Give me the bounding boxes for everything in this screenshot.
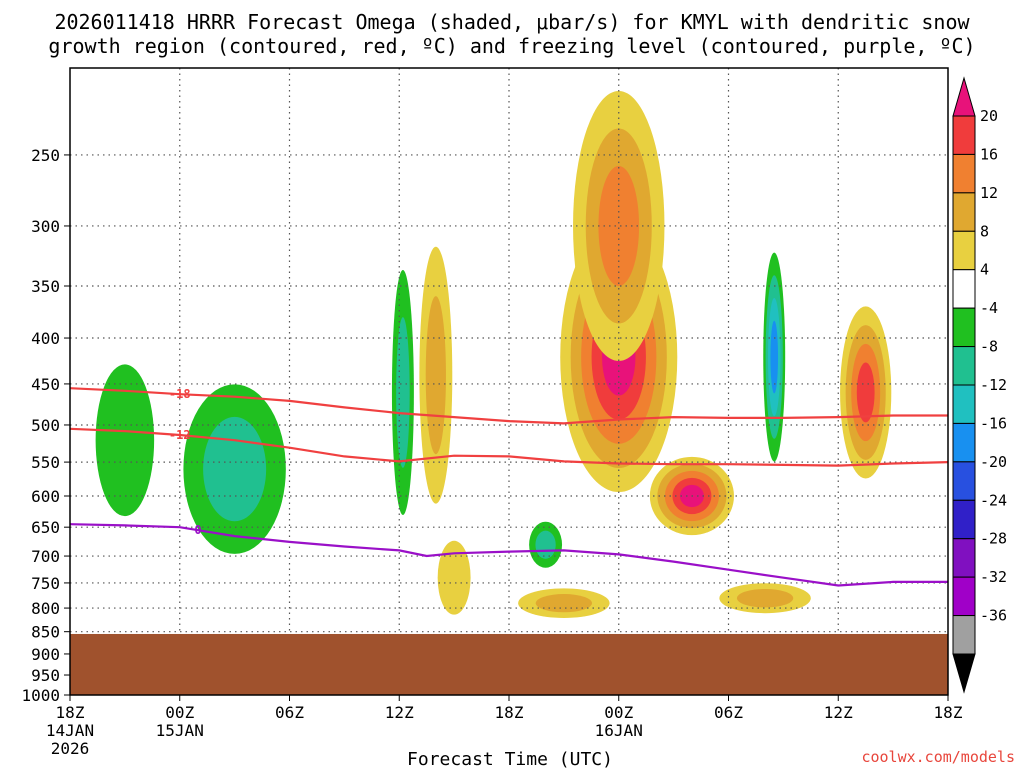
- x-tick-label: 06Z: [275, 703, 304, 722]
- colorbar-label: -16: [980, 414, 1007, 432]
- x-tick-year: 2026: [51, 739, 90, 758]
- x-tick-label: 00Z: [165, 703, 194, 722]
- grid-lines: [69, 68, 948, 695]
- omega-shading: [95, 90, 892, 618]
- y-tick-label: 500: [31, 416, 60, 435]
- colorbar-label: 20: [980, 107, 998, 125]
- x-tick-label: 12Z: [385, 703, 414, 722]
- y-tick-label: 900: [31, 645, 60, 664]
- colorbar-segment: [952, 422, 976, 463]
- colorbar: 20 16 12 8 4 -4 -8 -12 -16 -20 -24 -28 -32 -36: [952, 76, 1007, 694]
- y-tick-label: 250: [31, 146, 60, 165]
- y-tick-label: 550: [31, 453, 60, 472]
- y-tick-label: 300: [31, 217, 60, 236]
- colorbar-segment: [952, 499, 976, 540]
- x-tick-label: 12Z: [824, 703, 853, 722]
- colorbar-segment: [952, 192, 976, 232]
- colorbar-segment: [952, 384, 976, 424]
- descent-11z-level--8: [396, 317, 410, 468]
- colorbar-label: 16: [980, 145, 998, 163]
- descent-03z-level--8: [203, 416, 267, 522]
- colorbar-segment: [952, 153, 976, 194]
- y-tick-label: 950: [31, 666, 60, 685]
- colorbar-segment: [952, 307, 976, 348]
- ascent-14z-level-8: [425, 296, 446, 455]
- y-tick-label: 450: [31, 375, 60, 394]
- y-tick-label: 850: [31, 623, 60, 642]
- y-tick-label: 650: [31, 518, 60, 537]
- colorbar-segment: [952, 461, 976, 501]
- descent-08z-level--16: [770, 320, 779, 394]
- y-tick-label: 700: [31, 547, 60, 566]
- colorbar-label: -28: [980, 530, 1007, 548]
- x-tick-date: 15JAN: [156, 721, 204, 740]
- colorbar-segment: [952, 115, 976, 155]
- site-credit: coolwx.com/models: [861, 748, 1015, 766]
- ascent-low-22z-level-8: [535, 594, 593, 613]
- chart-title-line2: growth region (contoured, red, ºC) and f…: [48, 34, 975, 58]
- colorbar-segment: [952, 615, 976, 655]
- ground-below-surface: [70, 633, 948, 695]
- x-tick-date: 14JAN: [46, 721, 94, 740]
- ascent-13z-level-16: [856, 362, 875, 423]
- y-tick-label: 800: [31, 599, 60, 618]
- colorbar-bottom-triangle: [952, 653, 976, 694]
- colorbar-label: -24: [980, 491, 1007, 509]
- y-tick-label: 750: [31, 574, 60, 593]
- descent-21z-level--8: [535, 530, 556, 559]
- dgz-minus12-line: [70, 427, 948, 467]
- x-axis-label: Forecast Time (UTC): [407, 749, 613, 768]
- colorbar-segment: [952, 576, 976, 617]
- colorbar-label: -4: [980, 299, 998, 317]
- dgz-minus12-label: -12: [169, 428, 191, 442]
- freezing-level-label: 0: [194, 523, 201, 537]
- y-tick-label: 400: [31, 329, 60, 348]
- colorbar-label: -32: [980, 568, 1007, 586]
- dgz-minus18-line: [70, 387, 948, 425]
- colorbar-top-triangle: [952, 76, 976, 117]
- y-tick-label: 350: [31, 277, 60, 296]
- x-tick-label: 18Z: [495, 703, 524, 722]
- ascent-low-08z-level-8: [736, 588, 794, 608]
- chart-title-line1: 2026011418 HRRR Forecast Omega (shaded, …: [54, 10, 970, 34]
- x-tick-label: 18Z: [934, 703, 963, 722]
- ascent-core-0z-upper-level-12: [598, 165, 640, 286]
- freezing-level-line: [70, 523, 948, 587]
- temperature-contours: -18 -12 0: [70, 387, 948, 587]
- x-tick-label: 18Z: [56, 703, 85, 722]
- colorbar-label: 4: [980, 261, 989, 279]
- descent-00z-level--4: [95, 364, 155, 517]
- dgz-minus18-label: -18: [169, 387, 191, 401]
- y-tick-label: 600: [31, 487, 60, 506]
- colorbar-label: -36: [980, 607, 1007, 625]
- colorbar-label: 12: [980, 184, 998, 202]
- colorbar-segment: [952, 269, 976, 309]
- colorbar-segment: [952, 230, 976, 271]
- colorbar-label: -12: [980, 376, 1007, 394]
- colorbar-segment: [952, 346, 976, 386]
- y-axis-ticks: 250 300 350 400 450 500 550 600 650 700 750 800 850 9…: [21, 146, 70, 705]
- x-tick-date: 16JAN: [595, 721, 643, 740]
- colorbar-label: -8: [980, 338, 998, 356]
- colorbar-label: 8: [980, 222, 989, 240]
- colorbar-label: -20: [980, 453, 1007, 471]
- ascent-15z-low-level-4: [437, 540, 471, 615]
- x-tick-label: 00Z: [604, 703, 633, 722]
- y-tick-label: 1000: [21, 686, 60, 705]
- x-tick-label: 06Z: [714, 703, 743, 722]
- colorbar-segment: [952, 538, 976, 578]
